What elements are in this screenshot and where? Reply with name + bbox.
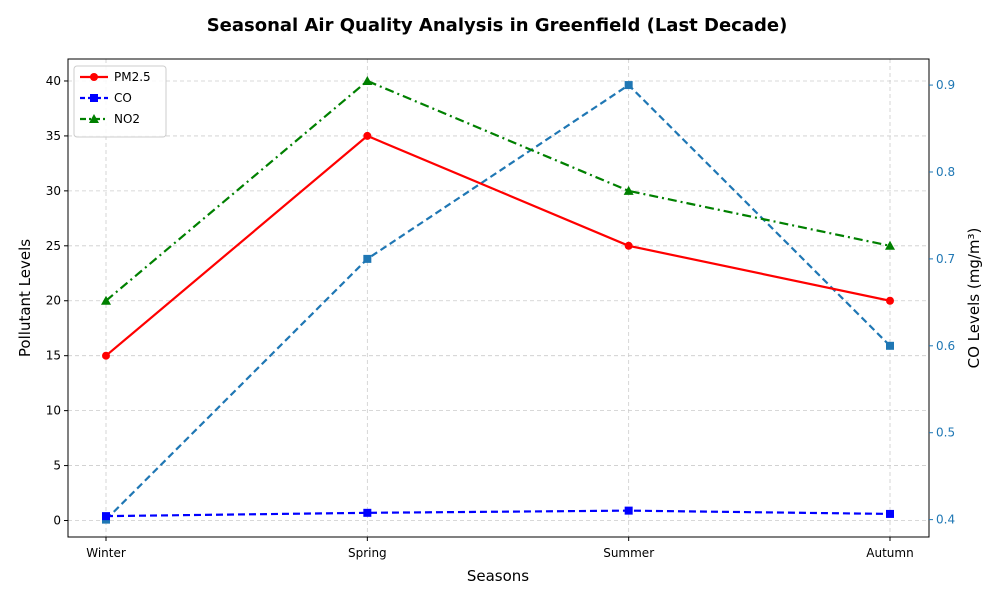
data-point (624, 81, 633, 90)
grid (68, 59, 929, 537)
data-point (886, 296, 894, 305)
x-tick-label: Summer (603, 546, 654, 560)
series-line (105, 134, 891, 357)
y-tick-label-left: 15 (46, 349, 61, 363)
legend-marker (90, 94, 98, 102)
y-tick-label-left: 5 (53, 459, 61, 473)
data-point (102, 351, 110, 360)
y-axis-right: 0.4 0.5 0.6 0.7 0.8 0.9 (929, 78, 955, 527)
y-axis-right-title: CO Levels (mg/m³) (965, 228, 983, 369)
series-layer (101, 75, 895, 524)
legend-item-pm25: PM2.5 (80, 70, 151, 84)
y-tick-label-right: 0.8 (936, 165, 955, 179)
y-tick-label-left: 10 (46, 404, 61, 418)
series-no2 (101, 75, 895, 305)
series-line (105, 83, 891, 521)
data-point (101, 295, 111, 305)
legend-label: NO2 (114, 112, 140, 126)
data-point (624, 506, 633, 515)
data-point (624, 241, 633, 250)
data-point (623, 185, 634, 195)
data-point (363, 131, 372, 140)
x-axis-title: Seasons (467, 567, 529, 585)
legend-label: PM2.5 (114, 70, 151, 84)
series-line (105, 509, 891, 518)
legend-label: CO (114, 91, 132, 105)
legend: PM2.5 CO NO2 (73, 65, 167, 138)
y-tick-label-left: 30 (46, 184, 61, 198)
legend-item-co: CO (80, 91, 132, 105)
legend-marker (90, 73, 98, 81)
plot-frame (67, 58, 930, 538)
y-tick-label-right: 0.4 (936, 513, 955, 527)
y-tick-label-left: 25 (46, 239, 61, 253)
y-tick-label-right: 0.5 (936, 426, 955, 440)
y-tick-label-right: 0.6 (936, 339, 955, 353)
data-point (363, 508, 372, 517)
series-pm25 (102, 131, 894, 360)
x-tick-label: Autumn (866, 546, 913, 560)
data-point (362, 75, 373, 85)
legend-marker (89, 114, 99, 123)
y-tick-label-left: 40 (46, 74, 61, 88)
series-line (105, 79, 891, 302)
y-tick-label-left: 35 (46, 129, 61, 143)
x-tick-label: Winter (86, 546, 126, 560)
y-tick-label-right: 0.7 (936, 252, 955, 266)
data-point (886, 509, 894, 518)
data-point (363, 254, 372, 263)
legend-item-no2: NO2 (80, 112, 140, 126)
chart-title: Seasonal Air Quality Analysis in Greenfi… (207, 15, 788, 36)
x-tick-label: Spring (348, 546, 387, 560)
y-axis-left: 0 5 10 15 20 25 30 35 40 (46, 74, 68, 528)
series-co-right-axis (102, 81, 894, 524)
y-tick-label-left: 0 (53, 514, 61, 528)
y-axis-left-title: Pollutant Levels (16, 239, 34, 357)
y-tick-label-right: 0.9 (936, 78, 955, 92)
data-point (885, 240, 895, 250)
x-axis: Winter Spring Summer Autumn (86, 537, 914, 560)
series-co (102, 506, 894, 521)
data-point (102, 512, 110, 521)
y-tick-label-left: 20 (46, 294, 61, 308)
data-point (886, 341, 894, 350)
